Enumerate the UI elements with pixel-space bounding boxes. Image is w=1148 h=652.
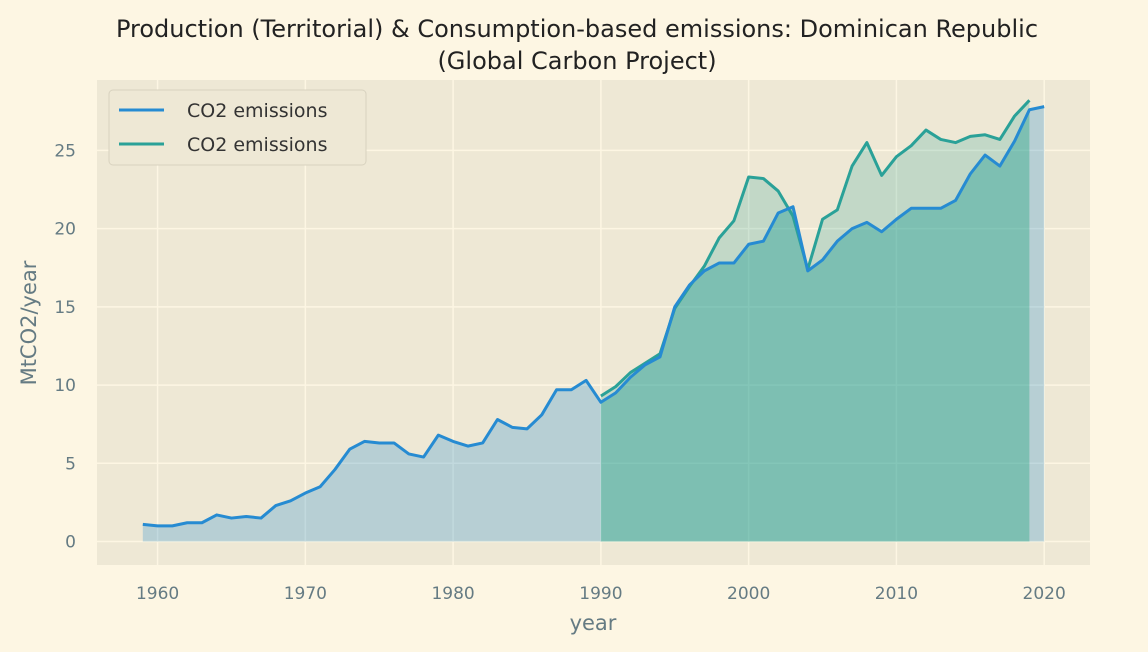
x-tick-label: 2020	[1023, 584, 1066, 604]
production-area-fill	[142, 380, 601, 542]
production-tail-area-fill	[1029, 106, 1045, 542]
y-tick-label: 10	[54, 376, 76, 396]
y-tick-label: 0	[65, 533, 76, 553]
tick-labels: 1960 1970 1980 1990 2000 2010 2020 0 5 10 15 20 25	[54, 141, 1065, 604]
x-axis-label: year	[570, 611, 617, 635]
legend-label-consumption: CO2 emissions	[187, 134, 327, 156]
y-tick-label: 25	[54, 141, 76, 161]
grid	[97, 80, 1090, 565]
y-tick-label: 5	[65, 454, 76, 474]
x-tick-label: 2000	[727, 584, 770, 604]
x-tick-label: 1990	[579, 584, 622, 604]
area-fills	[142, 100, 1045, 542]
x-tick-label: 1980	[431, 584, 474, 604]
legend: CO2 emissions CO2 emissions	[108, 89, 367, 166]
legend-label-production: CO2 emissions	[187, 100, 327, 122]
y-tick-label: 15	[54, 298, 76, 318]
overlap-area-fill	[600, 109, 1030, 542]
y-tick-label: 20	[54, 220, 76, 240]
x-tick-label: 1960	[136, 584, 179, 604]
chart-title-line1: Production (Territorial) & Consumption-b…	[116, 15, 1038, 43]
chart-title-line2: (Global Carbon Project)	[437, 47, 716, 75]
x-tick-label: 1970	[284, 584, 327, 604]
y-axis-label: MtCO2/year	[17, 260, 41, 385]
production-line	[142, 105, 1045, 528]
legend-box	[108, 89, 367, 166]
x-tick-label: 2010	[875, 584, 918, 604]
consumption-area-fill	[600, 100, 1030, 542]
series-lines	[142, 99, 1045, 528]
